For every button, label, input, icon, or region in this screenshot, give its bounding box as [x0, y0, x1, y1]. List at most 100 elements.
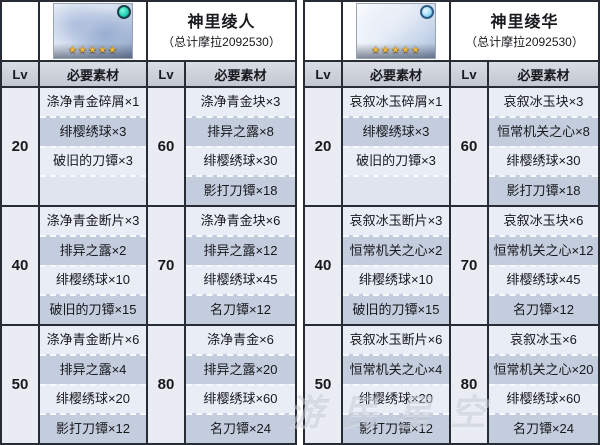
materials-cell: 涤净青金块×3 排异之露×8 绯樱绣球×30 影打刀镡×18 — [186, 88, 295, 205]
material-item: 名刀镡×12 — [489, 294, 598, 324]
level-value: 40 — [305, 207, 341, 324]
material-item: 哀叙冰玉×6 — [489, 326, 598, 354]
level-value: 60 — [148, 88, 184, 205]
character-name: 神里绫人 — [187, 13, 256, 31]
material-item: 恒常机关之心×2 — [343, 234, 449, 265]
material-item: 涤净青金块×3 — [186, 88, 295, 116]
corner-cell — [305, 2, 341, 60]
material-item: 绯樱绣球×10 — [40, 264, 146, 295]
title-cell: 神里绫华 （总计摩拉2092530） — [451, 2, 598, 60]
material-item: 恒常机关之心×20 — [489, 353, 598, 384]
material-item: 排异之露×20 — [186, 353, 295, 384]
material-item: 排异之露×12 — [186, 234, 295, 265]
character-panel: ★★★★★ 神里绫人 （总计摩拉2092530） Lv 必要素材 Lv 必要素材 20 涤净青金… — [0, 0, 297, 445]
material-item: 绯樱绣球×60 — [186, 383, 295, 414]
material-item: 绯樱绣球×60 — [489, 383, 598, 414]
level-value: 80 — [451, 326, 487, 443]
material-item: 名刀镡×12 — [186, 294, 295, 324]
materials-cell: 涤净青金断片×3 排异之露×2 绯樱绣球×10 破旧的刀镡×15 — [40, 207, 146, 324]
level-value: 70 — [148, 207, 184, 324]
header-materials-label: 必要素材 — [343, 62, 449, 86]
material-item: 哀叙冰玉断片×6 — [343, 326, 449, 354]
material-item: 绯樱绣球×45 — [186, 264, 295, 295]
level-value: 50 — [2, 326, 38, 443]
material-item: 涤净青金断片×3 — [40, 207, 146, 235]
header-lv-label: Lv — [148, 62, 184, 86]
material-item: 哀叙冰玉断片×3 — [343, 207, 449, 235]
header-materials-label: 必要素材 — [40, 62, 146, 86]
material-item: 绯樱绣球×20 — [343, 383, 449, 414]
level-value: 20 — [305, 88, 341, 205]
material-item: 哀叙冰玉块×3 — [489, 88, 598, 116]
material-item: 绯樱绣球×20 — [40, 383, 146, 414]
level-value: 60 — [451, 88, 487, 205]
character-panel: ★★★★★ 神里绫华 （总计摩拉2092530） Lv 必要素材 Lv 必要素材 20 哀叙冰玉… — [303, 0, 600, 445]
materials-cell: 哀叙冰玉断片×6 恒常机关之心×4 绯樱绣球×20 影打刀镡×12 — [343, 326, 449, 443]
material-item: 破旧的刀镡×3 — [40, 145, 146, 176]
mora-total: （总计摩拉2092530） — [465, 34, 584, 49]
material-item: 涤净青金×6 — [186, 326, 295, 354]
character-portrait: ★★★★★ — [53, 3, 133, 59]
material-item: 影打刀镡×18 — [186, 175, 295, 205]
level-value: 80 — [148, 326, 184, 443]
materials-cell: 哀叙冰玉×6 恒常机关之心×20 绯樱绣球×60 名刀镡×24 — [489, 326, 598, 443]
materials-cell: 涤净青金碎屑×1 绯樱绣球×3 破旧的刀镡×3 — [40, 88, 146, 205]
level-value: 40 — [2, 207, 38, 324]
hydro-icon — [117, 5, 131, 19]
material-item: 涤净青金块×6 — [186, 207, 295, 235]
header-materials-label: 必要素材 — [186, 62, 295, 86]
material-item: 排异之露×8 — [186, 115, 295, 146]
mora-total: （总计摩拉2092530） — [162, 34, 281, 49]
materials-cell: 哀叙冰玉块×6 恒常机关之心×12 绯樱绣球×45 名刀镡×12 — [489, 207, 598, 324]
material-item: 排异之露×2 — [40, 234, 146, 265]
material-item: 涤净青金碎屑×1 — [40, 88, 146, 116]
material-item: 哀叙冰玉块×6 — [489, 207, 598, 235]
material-item: 影打刀镡×12 — [40, 413, 146, 443]
material-item: 名刀镡×24 — [489, 413, 598, 443]
level-value: 20 — [2, 88, 38, 205]
material-slot-empty — [40, 175, 146, 205]
corner-cell — [2, 2, 38, 60]
level-value: 50 — [305, 326, 341, 443]
material-item: 涤净青金断片×6 — [40, 326, 146, 354]
material-item: 破旧的刀镡×15 — [40, 294, 146, 324]
header-lv-label: Lv — [451, 62, 487, 86]
header-lv-label: Lv — [305, 62, 341, 86]
material-item: 绯樱绣球×30 — [186, 145, 295, 176]
material-item: 绯樱绣球×30 — [489, 145, 598, 176]
character-portrait: ★★★★★ — [356, 3, 436, 59]
rarity-stars: ★★★★★ — [68, 45, 118, 56]
materials-cell: 哀叙冰玉碎屑×1 绯樱绣球×3 破旧的刀镡×3 — [343, 88, 449, 205]
material-item: 名刀镡×24 — [186, 413, 295, 443]
material-item: 破旧的刀镡×3 — [343, 145, 449, 176]
material-slot-empty — [343, 175, 449, 205]
materials-cell: 涤净青金断片×6 排异之露×4 绯樱绣球×20 影打刀镡×12 — [40, 326, 146, 443]
material-item: 绯樱绣球×10 — [343, 264, 449, 295]
material-item: 恒常机关之心×4 — [343, 353, 449, 384]
title-cell: 神里绫人 （总计摩拉2092530） — [148, 2, 295, 60]
material-item: 绯樱绣球×3 — [343, 115, 449, 146]
materials-cell: 哀叙冰玉块×3 恒常机关之心×8 绯樱绣球×30 影打刀镡×18 — [489, 88, 598, 205]
material-item: 影打刀镡×18 — [489, 175, 598, 205]
header-materials-label: 必要素材 — [489, 62, 598, 86]
material-item: 绯樱绣球×3 — [40, 115, 146, 146]
material-item: 绯樱绣球×45 — [489, 264, 598, 295]
portrait-cell: ★★★★★ — [343, 2, 449, 60]
material-item: 哀叙冰玉碎屑×1 — [343, 88, 449, 116]
portrait-cell: ★★★★★ — [40, 2, 146, 60]
level-value: 70 — [451, 207, 487, 324]
rarity-stars: ★★★★★ — [371, 45, 421, 56]
material-item: 恒常机关之心×12 — [489, 234, 598, 265]
materials-cell: 哀叙冰玉断片×3 恒常机关之心×2 绯樱绣球×10 破旧的刀镡×15 — [343, 207, 449, 324]
materials-cell: 涤净青金×6 排异之露×20 绯樱绣球×60 名刀镡×24 — [186, 326, 295, 443]
material-item: 排异之露×4 — [40, 353, 146, 384]
materials-cell: 涤净青金块×6 排异之露×12 绯樱绣球×45 名刀镡×12 — [186, 207, 295, 324]
material-item: 影打刀镡×12 — [343, 413, 449, 443]
header-lv-label: Lv — [2, 62, 38, 86]
cryo-icon — [420, 5, 434, 19]
character-name: 神里绫华 — [490, 13, 559, 31]
material-item: 破旧的刀镡×15 — [343, 294, 449, 324]
material-item: 恒常机关之心×8 — [489, 115, 598, 146]
